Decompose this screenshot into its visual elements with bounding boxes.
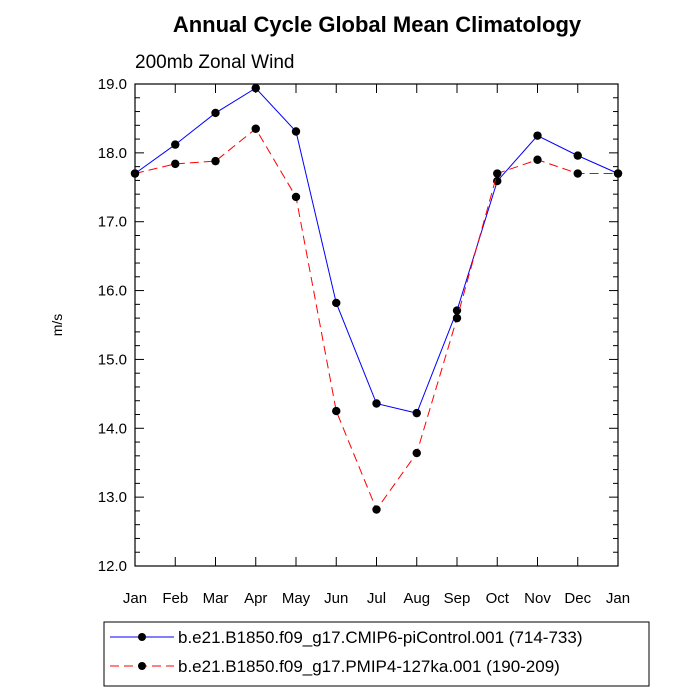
data-point-series-2: [171, 159, 180, 169]
y-tick-label: 15.0: [98, 351, 127, 368]
series-line-2: [134, 128, 618, 511]
legend-marker-1: [138, 633, 146, 641]
chart-title: Annual Cycle Global Mean Climatology: [173, 12, 582, 37]
legend-marker-2: [138, 662, 146, 670]
series-line-1: [134, 87, 619, 414]
data-point-series-2: [332, 406, 341, 416]
x-tick-label: Aug: [403, 590, 430, 607]
data-point-series-2: [211, 156, 220, 166]
data-point-series-2: [452, 313, 462, 323]
data-point-series-1: [332, 298, 341, 308]
x-tick-label: Nov: [524, 590, 551, 607]
data-point-series-2: [291, 192, 301, 202]
x-tick-label: Jun: [324, 590, 348, 607]
data-point-series-1: [412, 408, 421, 418]
data-point-series-1: [211, 108, 220, 118]
legend-box: [103, 621, 650, 687]
y-tick-label: 14.0: [98, 420, 127, 437]
chart-subtitle: 200mb Zonal Wind: [135, 52, 294, 73]
y-axis: 12.0 13.0 14.0 15.0 16.0 17.0 18.0 19.0: [98, 76, 618, 575]
legend-label-2: b.e21.B1850.f09_g17.PMIP4-127ka.001 (190…: [178, 657, 560, 676]
y-axis-label: m/s: [49, 314, 65, 337]
x-tick-label: Jan: [606, 590, 630, 607]
y-tick-label: 12.0: [98, 558, 127, 575]
y-tick-label: 16.0: [98, 283, 127, 300]
data-point-series-2: [412, 448, 421, 458]
data-point-series-1: [493, 176, 502, 186]
data-point-series-2: [533, 155, 542, 164]
y-tick-label: 13.0: [98, 489, 127, 506]
data-point-series-1: [291, 127, 301, 136]
x-tick-label: May: [282, 590, 311, 607]
x-tick-label: Oct: [486, 590, 510, 607]
x-tick-label: Mar: [203, 590, 229, 607]
data-point-series-1: [573, 151, 582, 160]
data-point-series-2: [130, 169, 140, 178]
x-tick-label: Jan: [123, 590, 147, 607]
data-point-series-1: [171, 140, 180, 149]
data-point-series-2: [372, 505, 381, 514]
data-point-series-1: [452, 306, 462, 315]
x-tick-label: Dec: [564, 590, 591, 607]
legend-entry-2: b.e21.B1850.f09_g17.PMIP4-127ka.001 (190…: [110, 657, 560, 676]
x-tick-label: Feb: [162, 590, 188, 607]
data-point-series-2: [573, 169, 582, 178]
x-axis: Jan Feb Mar Apr May Jun Jul Aug Sep Oct Nov Dec Jan: [123, 84, 630, 607]
legend-entry-1: b.e21.B1850.f09_g17.CMIP6-piControl.001 …: [110, 628, 583, 647]
series-layer: [130, 83, 623, 514]
legend-label-1: b.e21.B1850.f09_g17.CMIP6-piControl.001 …: [178, 628, 583, 647]
x-tick-label: Apr: [244, 590, 267, 607]
data-point-series-2: [251, 124, 260, 133]
x-tick-label: Jul: [367, 590, 386, 607]
plot-frame: [134, 83, 619, 567]
data-point-series-2: [493, 169, 502, 178]
data-point-series-2: [613, 169, 623, 178]
data-point-series-1: [251, 83, 260, 93]
data-point-series-1: [533, 131, 542, 140]
x-tick-label: Sep: [444, 590, 471, 607]
y-tick-label: 17.0: [98, 214, 127, 231]
y-tick-label: 19.0: [98, 76, 127, 93]
y-tick-label: 18.0: [98, 145, 127, 162]
data-point-series-1: [372, 399, 381, 408]
